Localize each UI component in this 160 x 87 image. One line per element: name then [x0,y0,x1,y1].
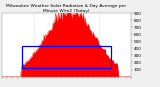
Title: Milwaukee Weather Solar Radiation & Day Average per Minute W/m2 (Today): Milwaukee Weather Solar Radiation & Day … [6,4,126,13]
Bar [22,46,111,68]
